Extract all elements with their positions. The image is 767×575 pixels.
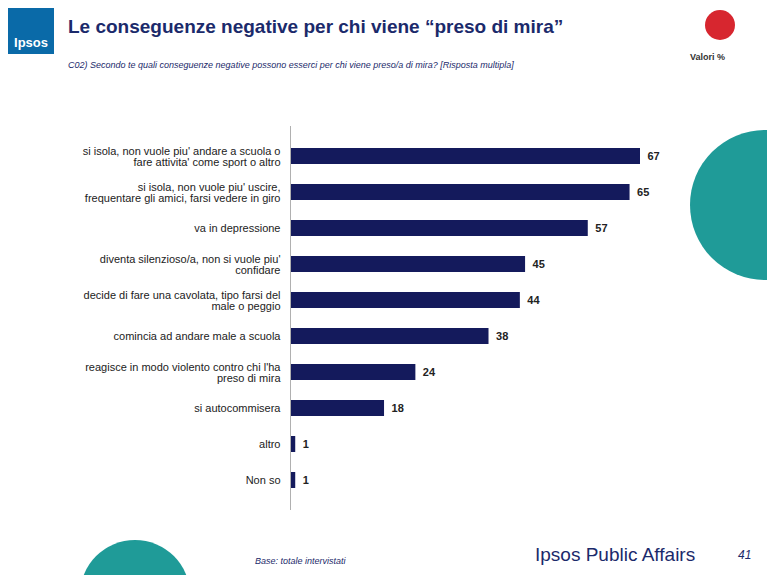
svg-text:si isola, non vuole piu' andar: si isola, non vuole piu' andare a scuola… [83, 145, 281, 168]
svg-text:reagisce in modo violento cont: reagisce in modo violento contro chi l'h… [85, 361, 281, 384]
svg-text:67: 67 [648, 150, 660, 162]
svg-text:24: 24 [423, 366, 436, 378]
html-text:Ipsos Public Affairs: Ipsos Public Affairs [535, 544, 696, 565]
svg-text:1: 1 [303, 474, 309, 486]
svg-text:va in depressione: va in depressione [194, 222, 280, 234]
html-text:C02) Secondo te quali consegue: C02) Secondo te quali conseguenze negati… [68, 60, 514, 70]
svg-text:comincia ad andare male a scuo: comincia ad andare male a scuola [114, 330, 282, 342]
svg-text:1: 1 [303, 438, 309, 450]
html-text:Ipsos: Ipsos [14, 35, 48, 50]
html-text:Valori %: Valori % [690, 52, 725, 62]
svg-text:si autocommisera: si autocommisera [194, 402, 281, 414]
svg-text:65: 65 [637, 186, 649, 198]
svg-text:57: 57 [595, 222, 607, 234]
svg-text:Non so: Non so [246, 474, 281, 486]
html-text:41: 41 [738, 548, 752, 562]
svg-text:44: 44 [527, 294, 540, 306]
svg-text:altro: altro [259, 438, 280, 450]
svg-text:decide di fare una cavolata, t: decide di fare una cavolata, tipo farsi … [84, 289, 281, 312]
html-text:Le conseguenze negative per ch: Le conseguenze negative per chi viene “p… [68, 16, 564, 37]
svg-text:si isola, non vuole piu' uscir: si isola, non vuole piu' uscire,frequent… [85, 181, 281, 204]
svg-text:45: 45 [533, 258, 545, 270]
svg-text:diventa silenzioso/a, non si v: diventa silenzioso/a, non si vuole piu'c… [100, 253, 281, 276]
svg-text:18: 18 [392, 402, 404, 414]
svg-text:38: 38 [496, 330, 508, 342]
html-text:Base: totale intervistati: Base: totale intervistati [255, 556, 346, 566]
